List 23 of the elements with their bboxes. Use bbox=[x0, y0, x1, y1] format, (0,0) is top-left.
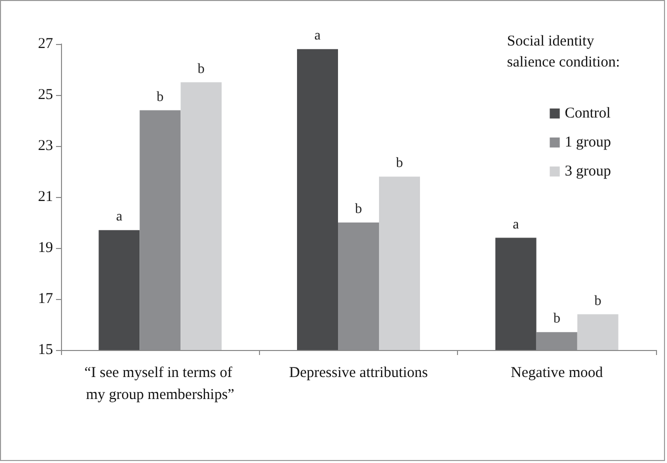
y-tick-label: 17 bbox=[38, 291, 54, 307]
y-tick-label: 25 bbox=[38, 87, 53, 103]
x-tick-label: “I see myself in terms of my group memberships” bbox=[84, 365, 236, 403]
data-label: b bbox=[396, 156, 403, 172]
x-tick-label: Depressive attributions bbox=[289, 365, 428, 381]
data-label: b bbox=[156, 90, 164, 105]
data-label: b bbox=[594, 294, 602, 309]
x-tick-label: Negative mood bbox=[510, 365, 604, 381]
legend-label: 1 group bbox=[564, 134, 612, 150]
legend-title: Social identity salience condition: bbox=[507, 34, 620, 70]
data-label: b bbox=[553, 312, 560, 327]
y-tick-label: 23 bbox=[38, 138, 53, 154]
y-tick-label: 27 bbox=[38, 36, 54, 52]
data-label: a bbox=[314, 28, 322, 44]
data-label: b bbox=[355, 202, 362, 217]
data-label: b bbox=[198, 62, 205, 77]
y-tick-label: 21 bbox=[38, 189, 53, 205]
y-tick-label: 15 bbox=[38, 342, 53, 358]
data-label: a bbox=[512, 217, 520, 232]
legend-label: 3 group bbox=[564, 164, 612, 180]
data-label: a bbox=[116, 210, 124, 225]
y-tick-label: 19 bbox=[38, 240, 53, 256]
legend-label: Control bbox=[564, 106, 611, 122]
